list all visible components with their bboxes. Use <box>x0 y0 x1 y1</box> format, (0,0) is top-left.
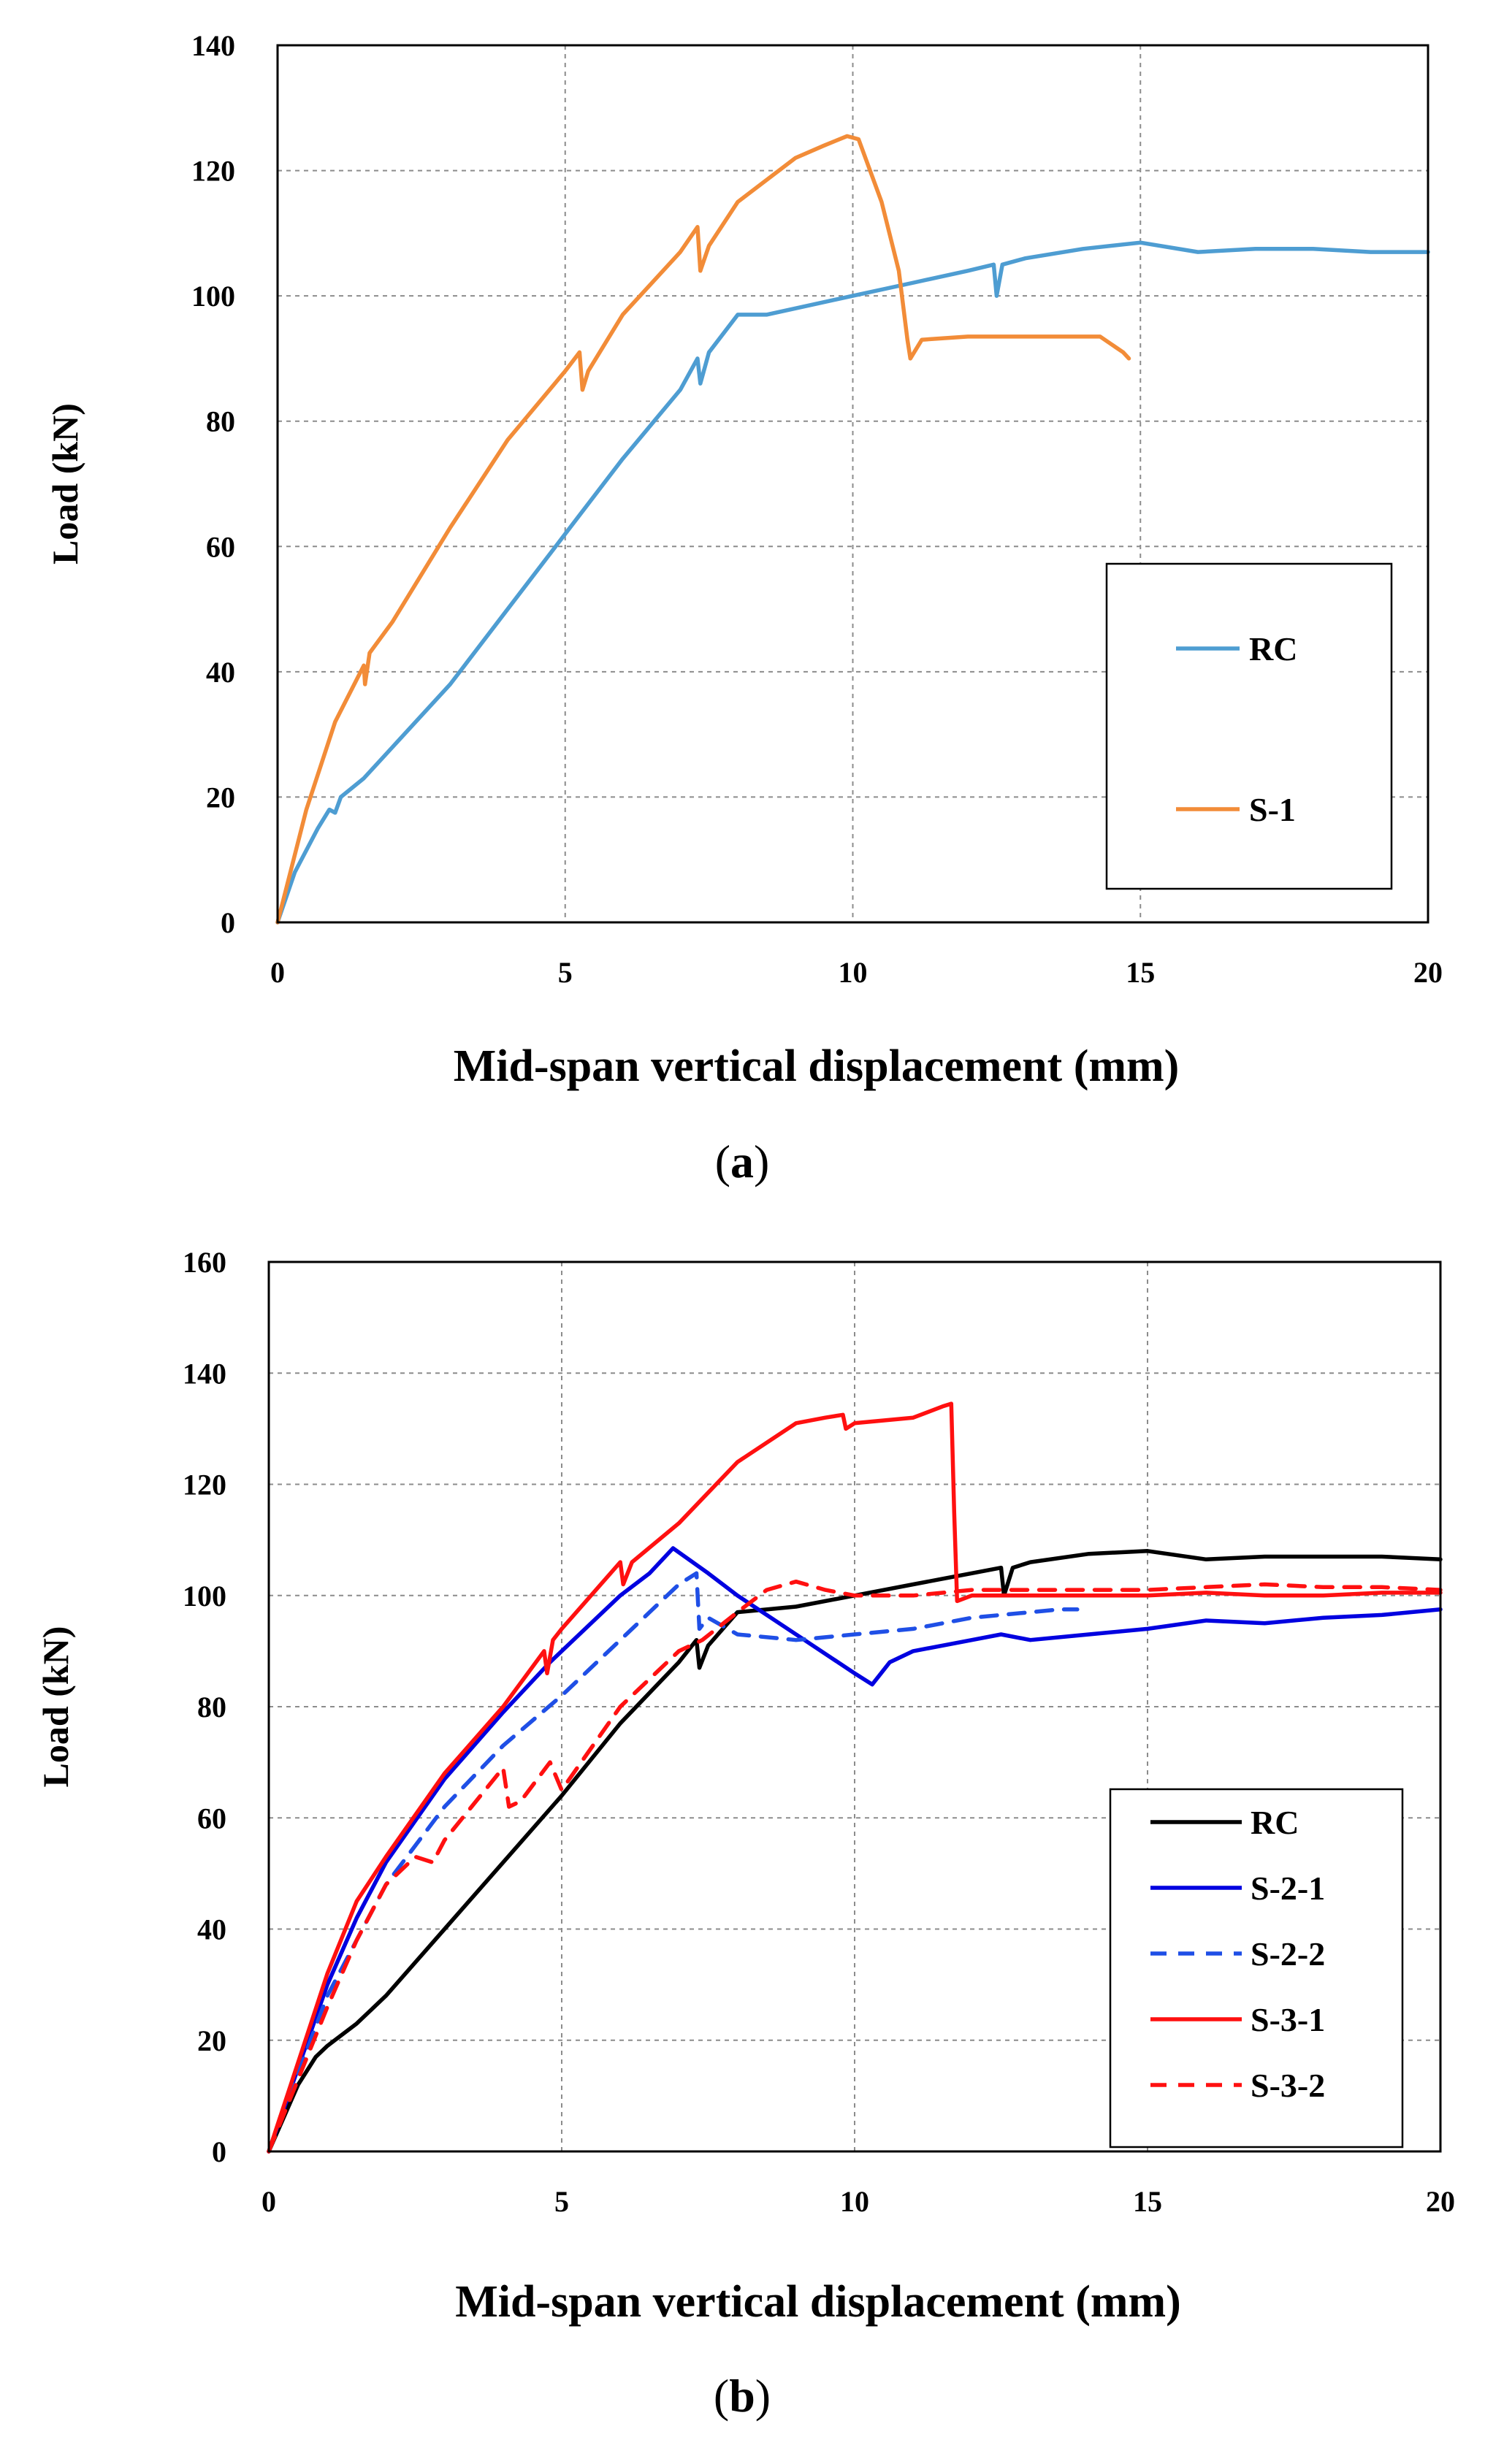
series-line-rc <box>275 240 1430 925</box>
series-line-s-2-2 <box>267 1571 1080 2154</box>
legend-label: S-3-2 <box>1251 2067 1325 2104</box>
series-line-s-3-1 <box>267 1401 1443 2154</box>
legend-box <box>1109 1788 1404 2149</box>
panel-caption-b: (b) <box>714 2370 771 2422</box>
y-tick-label: 120 <box>183 1469 226 1501</box>
legend-label: S-3-1 <box>1251 2001 1325 2038</box>
x-axis-label-b: Mid-span vertical displacement (mm) <box>455 2277 1181 2327</box>
y-tick-label: 20 <box>197 2024 226 2057</box>
series-line-s-1 <box>275 134 1131 925</box>
x-tick-label: 15 <box>1126 956 1155 989</box>
legend-box <box>1105 562 1393 890</box>
x-tick-label: 10 <box>840 2185 869 2218</box>
x-tick-label: 20 <box>1426 2185 1455 2218</box>
y-tick-label: 80 <box>197 1691 226 1723</box>
series-line-s-3-2 <box>267 1579 1443 2154</box>
panel-caption-a: (a) <box>715 1136 770 1187</box>
y-axis-label-b: Load (kN) <box>35 1626 76 1788</box>
x-tick-label: 15 <box>1133 2185 1162 2218</box>
x-axis-label-a: Mid-span vertical displacement (mm) <box>454 1041 1180 1091</box>
y-tick-label: 60 <box>206 530 235 563</box>
plot-frame-b <box>267 1260 1442 2153</box>
series-line-rc <box>267 1549 1443 2154</box>
x-tick-label: 20 <box>1413 956 1443 989</box>
y-axis-label-a: Load (kN) <box>45 403 85 565</box>
x-tick-label: 0 <box>262 2185 276 2218</box>
y-tick-label: 100 <box>183 1580 226 1612</box>
y-tick-label: 160 <box>183 1246 226 1279</box>
y-tick-label: 40 <box>206 656 235 689</box>
y-tick-label: 140 <box>191 29 235 62</box>
x-tick-label: 0 <box>270 956 285 989</box>
legend-label: S-2-1 <box>1251 1870 1325 1907</box>
plot-frame-a <box>276 44 1429 924</box>
legend-label: RC <box>1251 1804 1299 1841</box>
y-tick-label: 80 <box>206 405 235 438</box>
x-tick-label: 5 <box>558 956 573 989</box>
y-tick-label: 100 <box>191 280 235 313</box>
y-tick-label: 140 <box>183 1357 226 1390</box>
y-tick-label: 0 <box>221 906 235 939</box>
y-tick-label: 40 <box>197 1913 226 1946</box>
x-tick-label: 5 <box>554 2185 569 2218</box>
legend-label: S-1 <box>1249 791 1296 828</box>
x-tick-label: 10 <box>839 956 868 989</box>
y-tick-label: 20 <box>206 781 235 814</box>
panel-a: 0 5 10 15 20 0 20 40 60 80 100 120 140 Load (kN) Mid… <box>45 29 1443 1187</box>
legend-label: S-2-2 <box>1251 1935 1325 1973</box>
legend-label: RC <box>1249 630 1297 667</box>
series-line-s-2-1 <box>267 1546 1443 2154</box>
y-tick-label: 0 <box>212 2135 226 2168</box>
y-tick-label: 60 <box>197 1802 226 1834</box>
y-tick-label: 120 <box>191 155 235 188</box>
